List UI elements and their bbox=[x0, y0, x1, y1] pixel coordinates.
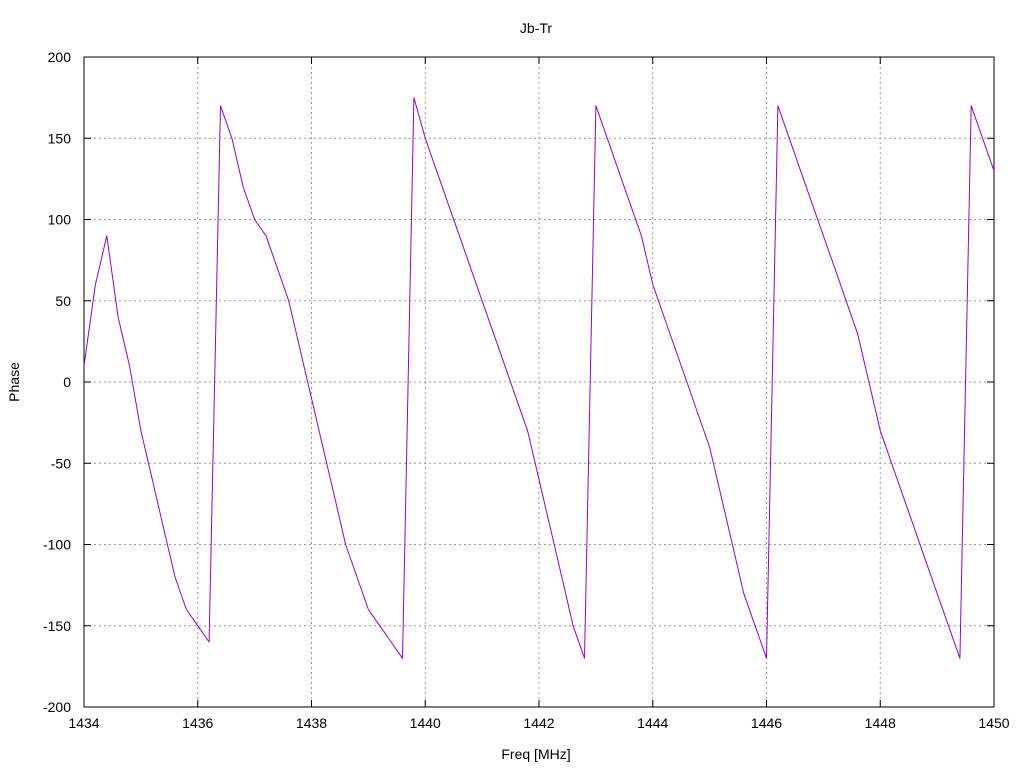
y-tick-label: 200 bbox=[48, 49, 72, 65]
y-tick-label: -100 bbox=[43, 537, 71, 553]
y-tick-label: -50 bbox=[51, 455, 71, 471]
series-line-0 bbox=[83, 97, 995, 659]
x-tick-label: 1446 bbox=[751, 715, 782, 731]
series-layer bbox=[83, 97, 995, 659]
y-tick-label: 50 bbox=[55, 293, 71, 309]
x-tick-label: 1442 bbox=[523, 715, 554, 731]
y-tick-label: 100 bbox=[48, 212, 72, 228]
x-tick-label: 1436 bbox=[182, 715, 213, 731]
x-tick-label: 1440 bbox=[410, 715, 441, 731]
x-tick-label: 1438 bbox=[296, 715, 327, 731]
y-tick-label: 150 bbox=[48, 130, 72, 146]
x-axis-label: Freq [MHz] bbox=[501, 746, 570, 762]
y-tick-label: -200 bbox=[43, 699, 71, 715]
grid bbox=[84, 57, 994, 707]
y-axis-label: Phase bbox=[6, 362, 22, 402]
x-tick-label: 1434 bbox=[68, 715, 99, 731]
x-tick-label: 1448 bbox=[865, 715, 896, 731]
x-tick-label: 1444 bbox=[637, 715, 668, 731]
x-tick-label: 1450 bbox=[978, 715, 1009, 731]
axis-ticks: 1434 1436 1438 1440 1442 1444 1446 1448 1450 -200… bbox=[43, 49, 1010, 731]
y-tick-label: 0 bbox=[63, 374, 71, 390]
chart-title: Jb-Tr bbox=[520, 20, 552, 36]
y-tick-label: -150 bbox=[43, 618, 71, 634]
